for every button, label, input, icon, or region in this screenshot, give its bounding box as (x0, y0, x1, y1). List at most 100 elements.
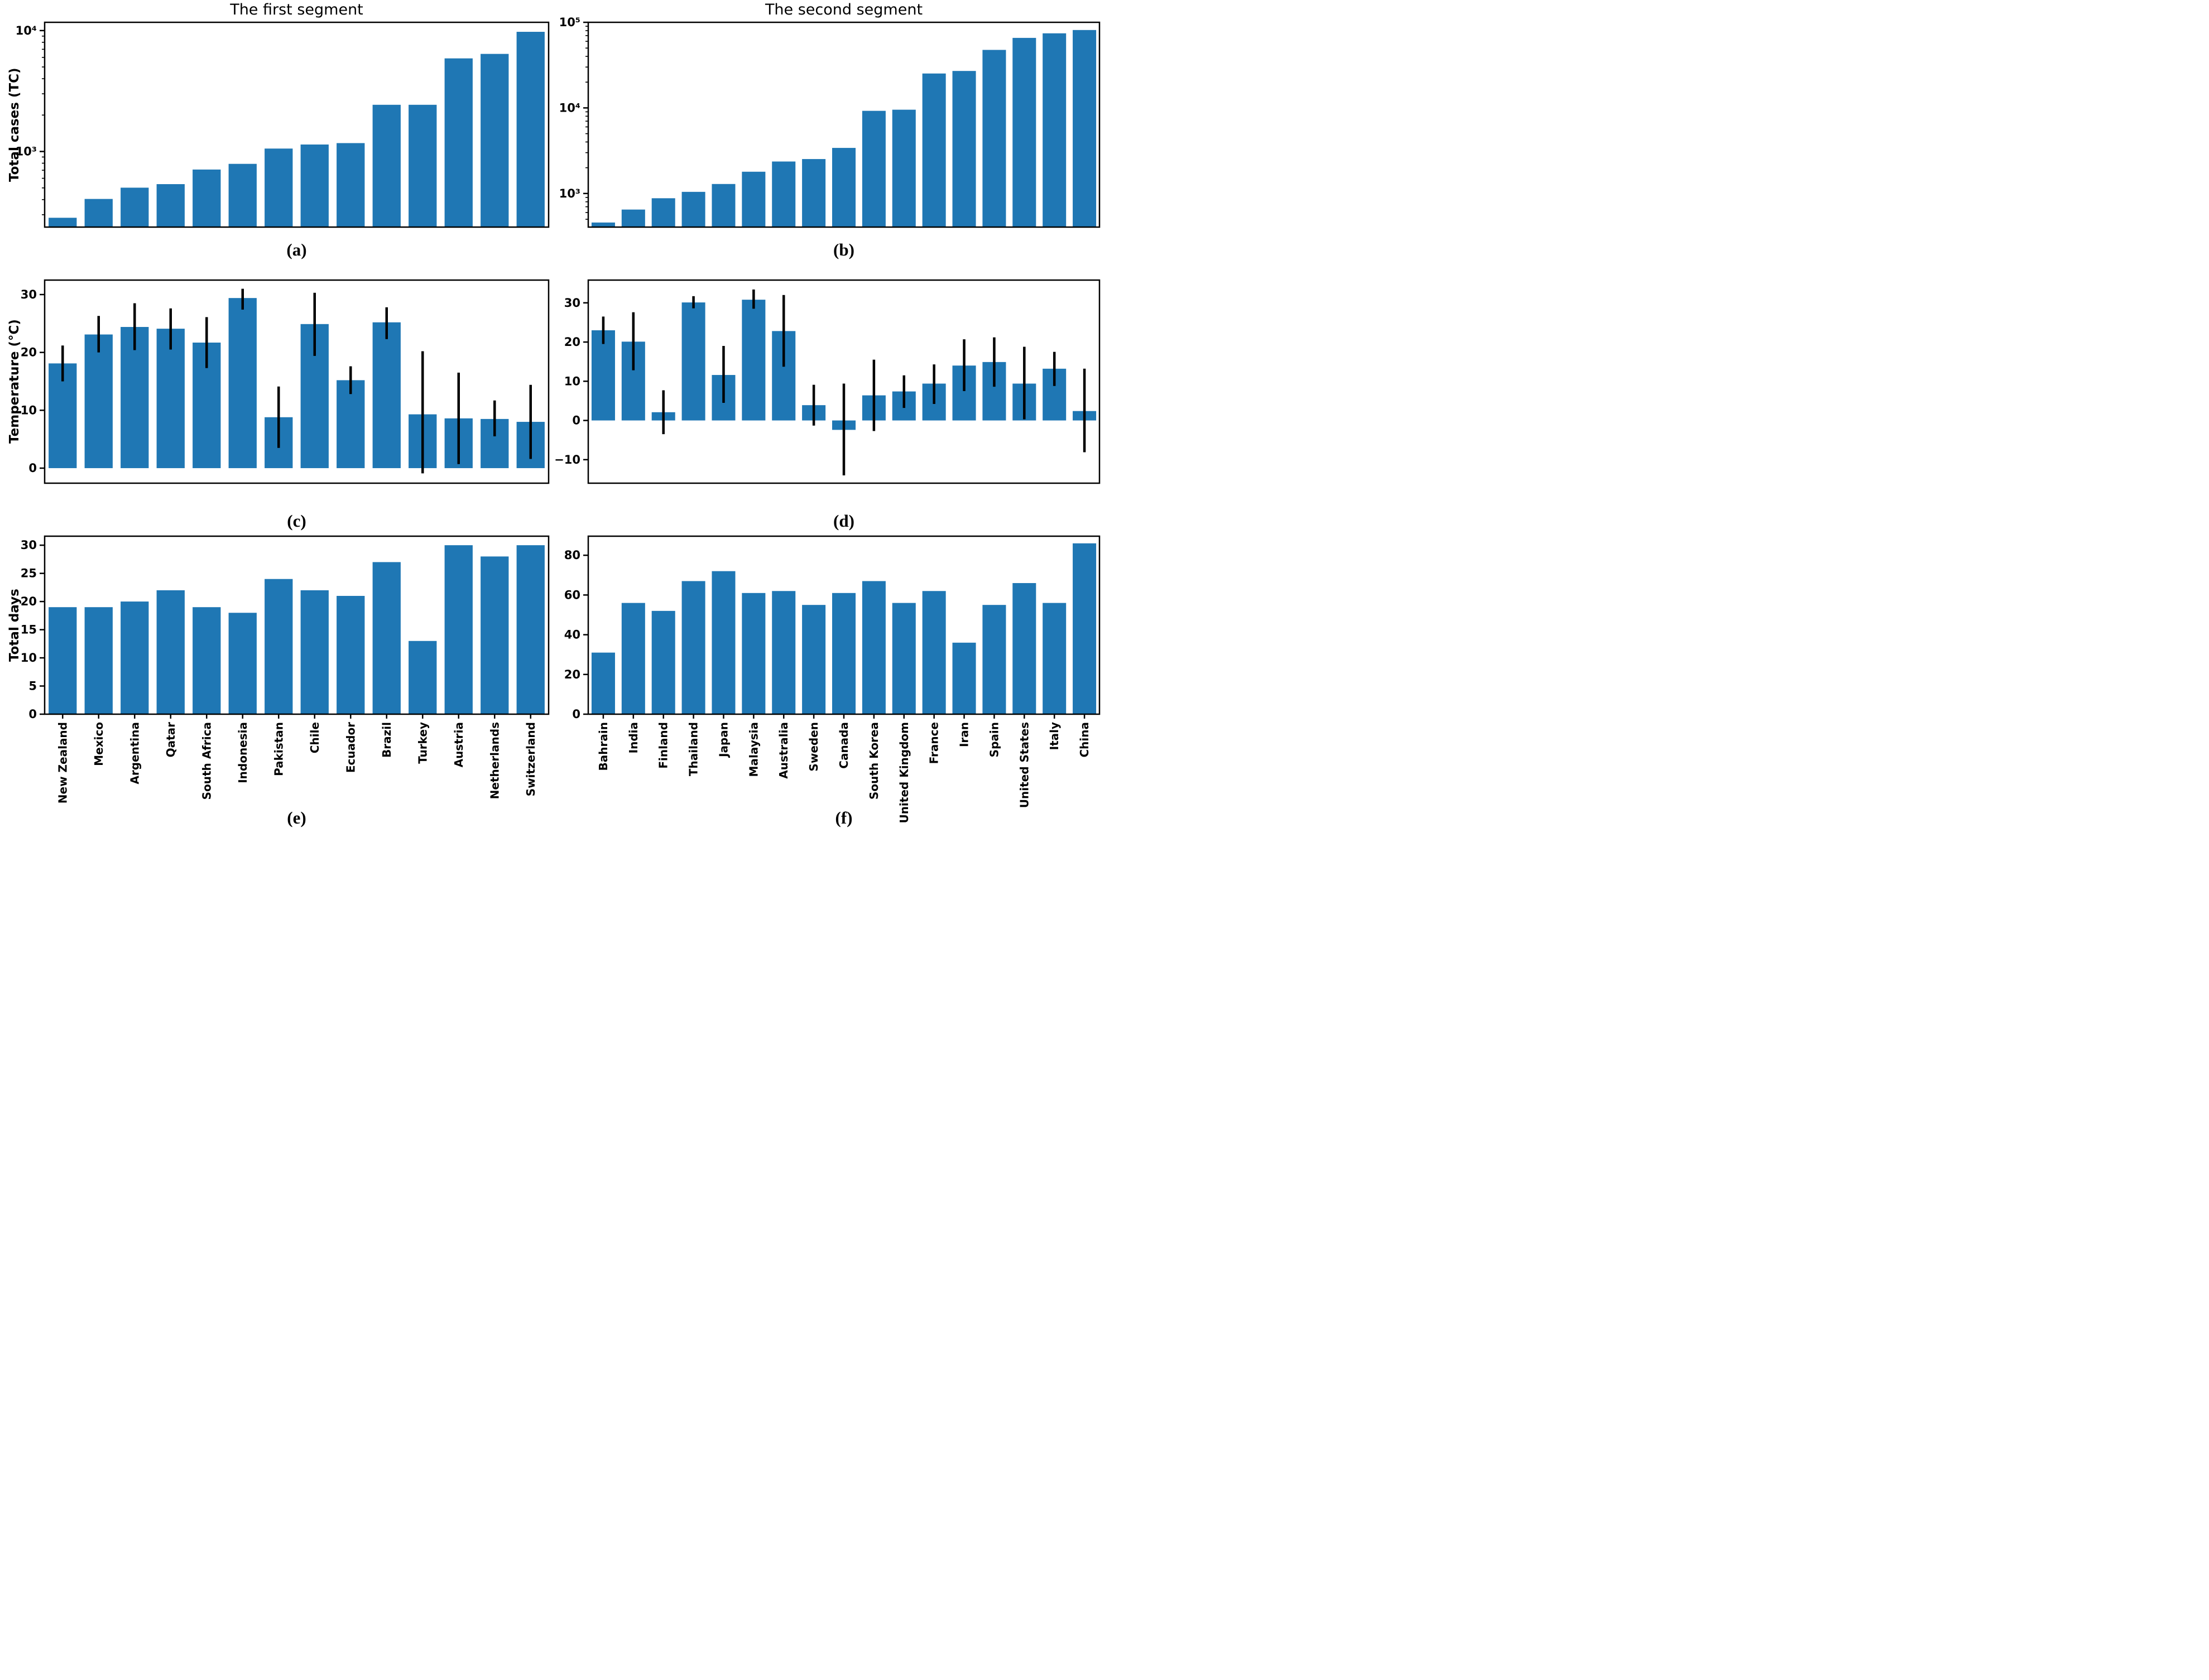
bar-south-korea (862, 110, 886, 227)
bar-netherlands (481, 556, 509, 714)
axes-frame (44, 21, 550, 228)
bar-ecuador (337, 380, 365, 469)
x-tick-label-australia: Australia (777, 722, 790, 779)
x-tick-label-ecuador: Ecuador (344, 722, 357, 773)
y-axis-ticks: 0 10 20 30 (21, 288, 45, 475)
chart-b-plot: 10³ 10⁴ 10⁵ (559, 16, 1101, 228)
x-tick-label-argentina: Argentina (128, 722, 141, 784)
bars-group (49, 298, 545, 469)
y-tick-label: 0 (28, 707, 37, 721)
bar-malaysia (742, 300, 766, 421)
bar-south-korea (862, 581, 886, 714)
bars-group (591, 543, 1097, 715)
bar-chile (300, 145, 329, 227)
axes-frame (587, 21, 1101, 228)
bar-south-africa (193, 607, 221, 714)
y-axis-ticks: 10³ 10⁴ 10⁵ (559, 16, 588, 200)
bar-qatar (156, 590, 185, 714)
bar-new-zealand (49, 607, 77, 714)
x-tick-label-india: India (627, 722, 640, 753)
y-tick-label: 10⁴ (559, 101, 580, 114)
y-tick-label: 10³ (16, 145, 37, 158)
x-tick-label-indonesia: Indonesia (236, 722, 249, 783)
bar-netherlands (481, 54, 509, 228)
bar-bahrain (591, 222, 615, 227)
bar-thailand (681, 302, 705, 421)
bar-sweden (802, 159, 826, 227)
y-tick-label: 10 (21, 651, 37, 665)
y-tick-label: 10³ (559, 187, 580, 200)
x-tick-label-italy: Italy (1048, 722, 1061, 750)
bar-australia (772, 161, 796, 227)
y-tick-label: 5 (28, 680, 37, 693)
y-tick-label: 20 (564, 668, 580, 681)
bar-sweden (802, 605, 826, 714)
caption-f: (f) (835, 808, 853, 827)
bar-thailand (681, 191, 705, 227)
y-tick-label: 40 (564, 628, 580, 642)
bars-group (49, 32, 545, 228)
x-tick-label-malaysia: Malaysia (747, 722, 760, 777)
bar-finland (651, 610, 675, 714)
bar-chile (300, 590, 329, 714)
x-tick-label-netherlands: Netherlands (488, 722, 501, 799)
bar-pakistan (265, 579, 293, 714)
caption-d: (d) (833, 511, 854, 531)
title-first-segment: The first segment (230, 1, 363, 18)
x-tick-label-brazil: Brazil (380, 722, 393, 758)
bar-japan (712, 184, 736, 227)
x-tick-label-chile: Chile (308, 722, 321, 753)
x-tick-label-china: China (1078, 722, 1091, 758)
bar-canada (832, 148, 856, 227)
bar-finland (651, 198, 675, 227)
chart-c-plot: 0 10 20 30 (21, 279, 550, 484)
caption-b: (b) (833, 240, 854, 259)
title-second-segment: The second segment (765, 1, 923, 18)
y-tick-label: 20 (21, 595, 37, 608)
bar-canada (832, 593, 856, 714)
bar-india (621, 603, 645, 715)
bar-indonesia (228, 613, 257, 714)
x-tick-label-sweden: Sweden (807, 722, 820, 772)
bar-argentina (121, 187, 149, 227)
bar-australia (772, 591, 796, 714)
bar-united-kingdom (892, 109, 916, 227)
bar-pakistan (265, 148, 293, 227)
y-axis-minor-ticks (42, 35, 45, 215)
x-tick-label-france: France (928, 722, 941, 764)
x-tick-label-austria: Austria (452, 722, 465, 767)
x-tick-label-pakistan: Pakistan (272, 722, 285, 776)
bar-brazil (372, 562, 401, 714)
caption-c: (c) (287, 511, 306, 531)
y-tick-label: 10⁴ (16, 24, 37, 37)
x-tick-label-united-kingdom: United Kingdom (897, 722, 911, 824)
bar-italy (1043, 33, 1067, 228)
bar-iran (952, 71, 976, 228)
y-tick-label: −10 (554, 453, 580, 466)
bar-france (922, 591, 946, 714)
y-tick-label: 20 (564, 335, 580, 349)
bar-china (1073, 30, 1097, 228)
x-axis-ticks: New Zealand Mexico Argentina Qatar South Afr… (56, 714, 537, 803)
error-bars-group (602, 289, 1086, 475)
bar-united-states (1012, 583, 1036, 714)
x-tick-label-switzerland: Switzerland (524, 722, 537, 796)
caption-e: (e) (287, 808, 306, 827)
y-tick-label: 25 (21, 567, 37, 580)
bars-group (49, 545, 545, 714)
bar-argentina (121, 601, 149, 714)
y-axis-ticks: 0 20 40 60 80 (564, 548, 588, 721)
chart-d-plot: −10 0 10 20 30 (554, 279, 1101, 484)
chart-f-plot: 0 20 40 60 80 Bahrain India Finland Thailand Japa… (564, 535, 1101, 824)
bar-switzerland (516, 545, 545, 714)
y-axis-ticks: 0 5 10 15 20 25 30 (21, 538, 45, 721)
bar-malaysia (742, 593, 766, 714)
bar-indonesia (228, 163, 257, 227)
bar-turkey (409, 104, 437, 227)
y-tick-label: 20 (21, 346, 37, 359)
x-tick-label-finland: Finland (657, 722, 670, 769)
bar-mexico (84, 607, 113, 714)
figure-grid: The first segment The second segment Tot… (0, 0, 1104, 840)
bars-group (591, 30, 1097, 228)
axes-frame (44, 279, 550, 484)
